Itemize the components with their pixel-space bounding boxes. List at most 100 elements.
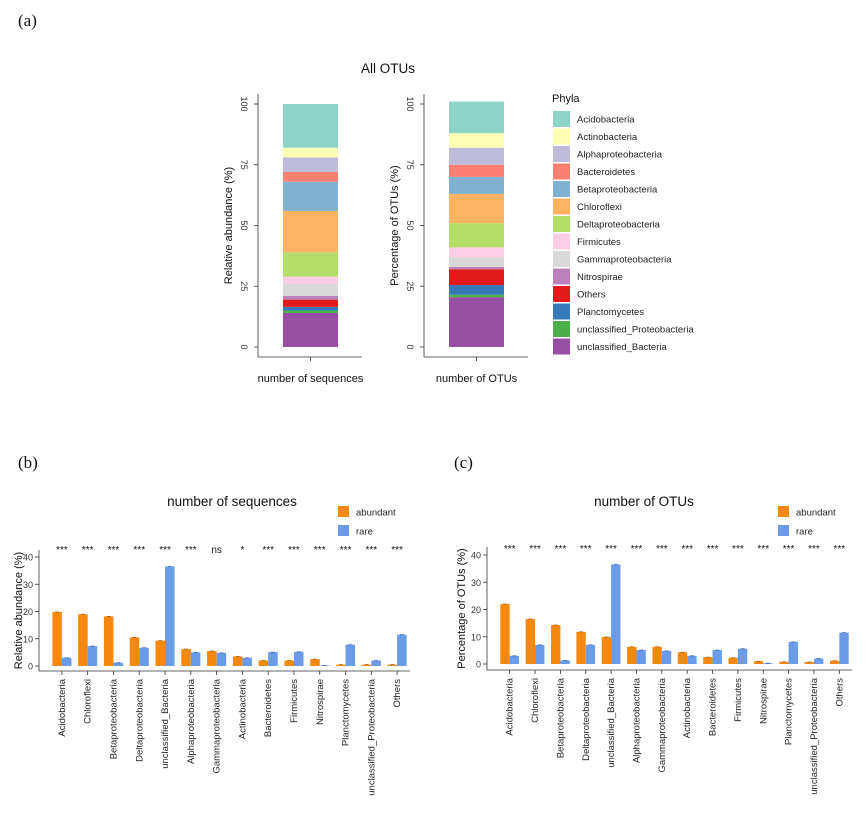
- significance-label: ***: [529, 544, 541, 555]
- bar-rare: [293, 651, 304, 666]
- bar-abundant: [284, 660, 294, 666]
- category-label: unclassified_Bacteria: [606, 677, 617, 767]
- y-tick-label: 0: [476, 660, 481, 670]
- bar-abundant: [627, 646, 637, 664]
- bar-rare: [371, 660, 381, 666]
- stacked-segment-acidobacteria: [449, 101, 504, 134]
- stacked-segment-firmicutes: [449, 247, 504, 258]
- y-tick-label: 100: [405, 96, 415, 111]
- bar-rare: [242, 657, 252, 666]
- x-axis-label: number of OTUs: [436, 373, 518, 385]
- bar-rare: [788, 641, 798, 664]
- stacked-chart-title: All OTUs: [361, 61, 415, 76]
- stacked-segment-deltaproteobacteria: [449, 223, 504, 248]
- category-label: Acidobacteria: [505, 677, 516, 735]
- legend-label-deltaproteobacteria: Deltaproteobacteria: [577, 220, 661, 231]
- bar-abundant: [601, 637, 612, 664]
- stacked-segment-others: [283, 299, 338, 307]
- legend-swatch-betaproteobacteria: [553, 181, 570, 197]
- significance-label: ***: [133, 545, 145, 556]
- category-label: Betaproteobacteria: [555, 677, 566, 758]
- bar-rare: [737, 648, 748, 664]
- legend-swatch-nitrospirae: [553, 268, 570, 285]
- category-label: Firmicutes: [289, 679, 300, 723]
- bar-rare: [611, 564, 621, 664]
- legend-label-rare: rare: [356, 527, 373, 538]
- legend-label-unclassified_proteobacteria: unclassified_Proteobacteria: [577, 325, 694, 336]
- category-label: Betaproteobacteria: [108, 678, 119, 759]
- otus-y-axis-label: Percentage of OTUs (%): [456, 548, 468, 668]
- bar-rare: [636, 650, 646, 664]
- bar-abundant: [52, 612, 62, 666]
- y-tick-label: 40: [23, 553, 33, 563]
- bar-abundant: [753, 661, 764, 664]
- y-tick-label: 50: [239, 220, 249, 230]
- y-tick-label: 0: [239, 344, 249, 349]
- legend-swatch-alphaproteobacteria: [553, 146, 570, 162]
- significance-label: ***: [82, 545, 94, 556]
- stacked-segment-nitrospirae: [449, 266, 504, 270]
- bar-rare: [61, 657, 72, 666]
- bar-abundant: [804, 662, 814, 664]
- significance-label: ***: [555, 544, 567, 555]
- legend-label-bacteroidetes: Bacteroidetes: [577, 167, 635, 178]
- legend-swatch-others: [553, 286, 570, 302]
- bar-rare: [585, 644, 596, 664]
- panel-label-c: (c): [454, 453, 473, 472]
- category-label: Planctomycetes: [341, 679, 352, 746]
- category-label: Gammaproteobacteria: [657, 677, 668, 772]
- bar-rare: [839, 632, 849, 664]
- bar-rare: [190, 652, 201, 666]
- significance-label: ***: [631, 544, 643, 555]
- significance-label: ***: [56, 545, 68, 556]
- bar-rare: [113, 662, 124, 666]
- y-tick-label: 10: [23, 634, 33, 644]
- bar-abundant: [232, 656, 243, 666]
- legend-title: Phyla: [552, 93, 580, 105]
- category-label: Bacteroidetes: [708, 678, 719, 736]
- stacked-segment-actinobacteria: [283, 147, 338, 158]
- legend-swatch-abundant: [338, 506, 349, 517]
- y-tick-label: 30: [23, 580, 33, 590]
- y-tick-label: 25: [405, 281, 415, 291]
- category-label: unclassified_Proteobacteria: [809, 677, 820, 794]
- stacked-segment-alphaproteobacteria: [449, 147, 504, 165]
- legend-swatch-deltaproteobacteria: [553, 216, 570, 232]
- bar-rare: [560, 660, 570, 664]
- y-tick-label: 40: [471, 551, 481, 561]
- otus-title: number of OTUs: [594, 494, 694, 509]
- stacked-segment-betaproteobacteria: [449, 176, 504, 194]
- legend-swatch-planctomycetes: [553, 303, 570, 320]
- significance-label: ***: [340, 545, 352, 556]
- bar-abundant: [525, 619, 536, 664]
- y-tick-label: 20: [23, 607, 33, 617]
- legend-label-acidobacteria: Acidobacteria: [577, 115, 635, 126]
- bar-abundant: [155, 640, 166, 666]
- category-label: Bacteroidetes: [263, 679, 274, 737]
- bar-abundant: [728, 657, 738, 664]
- stacked-segment-unclassified_bacteria: [449, 297, 504, 347]
- significance-label: ***: [314, 545, 326, 556]
- category-label: Others: [834, 678, 845, 707]
- y-axis-label: Relative abundance (%): [223, 167, 235, 284]
- bar-abundant: [335, 664, 346, 666]
- legend-label-gammaproteobacteria: Gammaproteobacteria: [577, 255, 672, 266]
- significance-label: ***: [504, 544, 516, 555]
- legend-swatch-firmicutes: [553, 233, 570, 250]
- stacked-segment-actinobacteria: [449, 133, 504, 148]
- panel-label-a: (a): [18, 11, 37, 30]
- category-label: Deltaproteobacteria: [581, 677, 592, 761]
- bar-rare: [535, 644, 545, 664]
- bar-abundant: [361, 664, 372, 666]
- category-label: Alphaproteobacteria: [186, 678, 197, 764]
- category-label: Firmicutes: [733, 678, 744, 722]
- bar-rare: [268, 652, 278, 666]
- y-tick-label: 75: [239, 160, 249, 170]
- significance-label: ***: [656, 544, 668, 555]
- category-label: Deltaproteobacteria: [134, 678, 145, 762]
- bar-abundant: [677, 652, 688, 664]
- stacked-segment-gammaproteobacteria: [449, 257, 504, 267]
- legend-label-actinobacteria: Actinobacteria: [577, 132, 638, 143]
